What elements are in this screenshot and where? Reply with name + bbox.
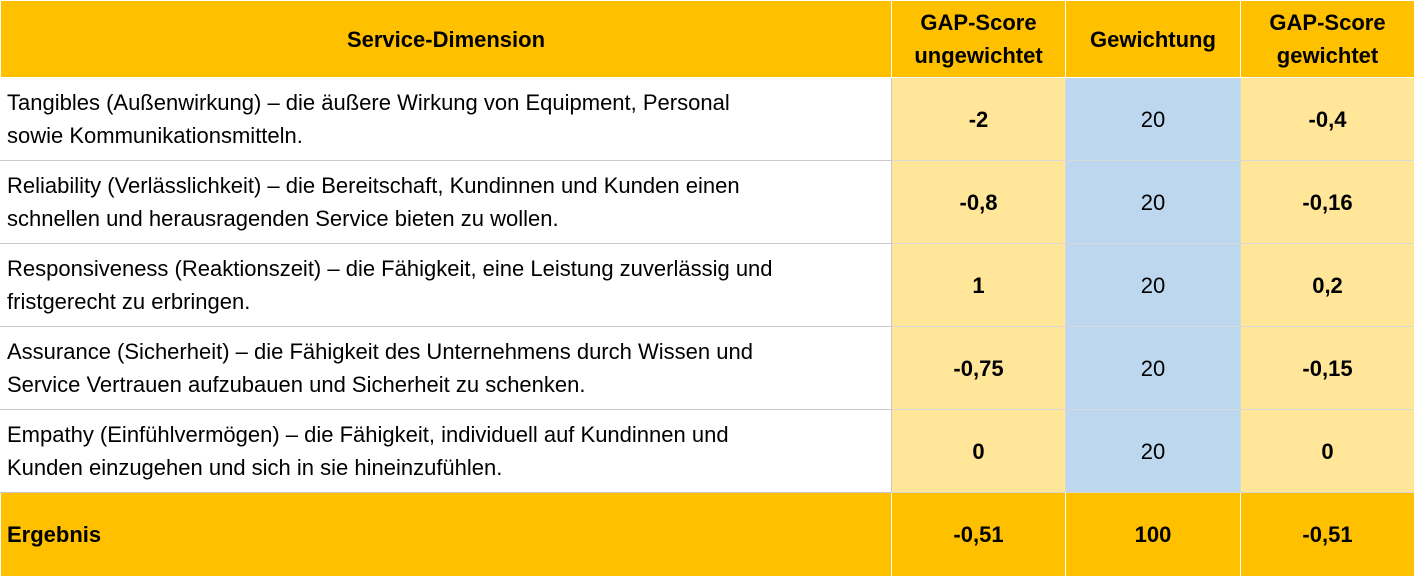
header-gap-score-unweighted: GAP-Score ungewichtet <box>892 1 1066 78</box>
dimension-text-line1: Responsiveness (Reaktionszeit) – die Fäh… <box>7 256 773 281</box>
total-gap-score-weighted: -0,51 <box>1241 493 1414 577</box>
weighting-cell: 20 <box>1066 244 1241 327</box>
total-row: Ergebnis -0,51 100 -0,51 <box>1 493 1414 577</box>
gap-score-weighted-cell: 0 <box>1241 410 1414 493</box>
weighting-cell: 20 <box>1066 78 1241 161</box>
dimension-text-line2: sowie Kommunikationsmitteln. <box>7 123 303 148</box>
header-weighting: Gewichtung <box>1066 1 1241 78</box>
total-weighting: 100 <box>1066 493 1241 577</box>
header-gap-score-weighted: GAP-Score gewichtet <box>1241 1 1414 78</box>
dimension-cell: Reliability (Verlässlichkeit) – die Bere… <box>1 161 892 244</box>
gap-score-unweighted-cell: -0,8 <box>892 161 1066 244</box>
dimension-cell: Responsiveness (Reaktionszeit) – die Fäh… <box>1 244 892 327</box>
header-gap-score-weighted-line1: GAP-Score <box>1241 6 1414 39</box>
header-gap-score-unweighted-line1: GAP-Score <box>892 6 1065 39</box>
gap-score-weighted-cell: -0,15 <box>1241 327 1414 410</box>
total-gap-score-unweighted: -0,51 <box>892 493 1066 577</box>
dimension-text-line2: fristgerecht zu erbringen. <box>7 289 250 314</box>
dimension-cell: Empathy (Einfühlvermögen) – die Fähigkei… <box>1 410 892 493</box>
header-row: Service-Dimension GAP-Score ungewichtet … <box>1 1 1414 78</box>
table-row: Assurance (Sicherheit) – die Fähigkeit d… <box>1 327 1414 410</box>
header-gap-score-weighted-line2: gewichtet <box>1241 39 1414 72</box>
total-label: Ergebnis <box>1 493 892 577</box>
dimension-text-line1: Tangibles (Außenwirkung) – die äußere Wi… <box>7 90 730 115</box>
dimension-text-line2: Service Vertrauen aufzubauen und Sicherh… <box>7 372 586 397</box>
gap-score-weighted-cell: 0,2 <box>1241 244 1414 327</box>
dimension-cell: Tangibles (Außenwirkung) – die äußere Wi… <box>1 78 892 161</box>
gap-score-unweighted-cell: -2 <box>892 78 1066 161</box>
weighting-cell: 20 <box>1066 410 1241 493</box>
dimension-text-line1: Reliability (Verlässlichkeit) – die Bere… <box>7 173 740 198</box>
header-gap-score-unweighted-line2: ungewichtet <box>892 39 1065 72</box>
gap-score-unweighted-cell: 1 <box>892 244 1066 327</box>
dimension-text-line2: schnellen und herausragenden Service bie… <box>7 206 559 231</box>
table-row: Tangibles (Außenwirkung) – die äußere Wi… <box>1 78 1414 161</box>
table-row: Empathy (Einfühlvermögen) – die Fähigkei… <box>1 410 1414 493</box>
gap-score-unweighted-cell: -0,75 <box>892 327 1066 410</box>
gap-score-weighted-cell: -0,16 <box>1241 161 1414 244</box>
gap-score-unweighted-cell: 0 <box>892 410 1066 493</box>
table-row: Responsiveness (Reaktionszeit) – die Fäh… <box>1 244 1414 327</box>
dimension-text-line1: Assurance (Sicherheit) – die Fähigkeit d… <box>7 339 753 364</box>
dimension-text-line1: Empathy (Einfühlvermögen) – die Fähigkei… <box>7 422 729 447</box>
dimension-cell: Assurance (Sicherheit) – die Fähigkeit d… <box>1 327 892 410</box>
weighting-cell: 20 <box>1066 161 1241 244</box>
header-service-dimension: Service-Dimension <box>1 1 892 78</box>
dimension-text-line2: Kunden einzugehen und sich in sie hinein… <box>7 455 502 480</box>
table-row: Reliability (Verlässlichkeit) – die Bere… <box>1 161 1414 244</box>
gap-score-weighted-cell: -0,4 <box>1241 78 1414 161</box>
weighting-cell: 20 <box>1066 327 1241 410</box>
